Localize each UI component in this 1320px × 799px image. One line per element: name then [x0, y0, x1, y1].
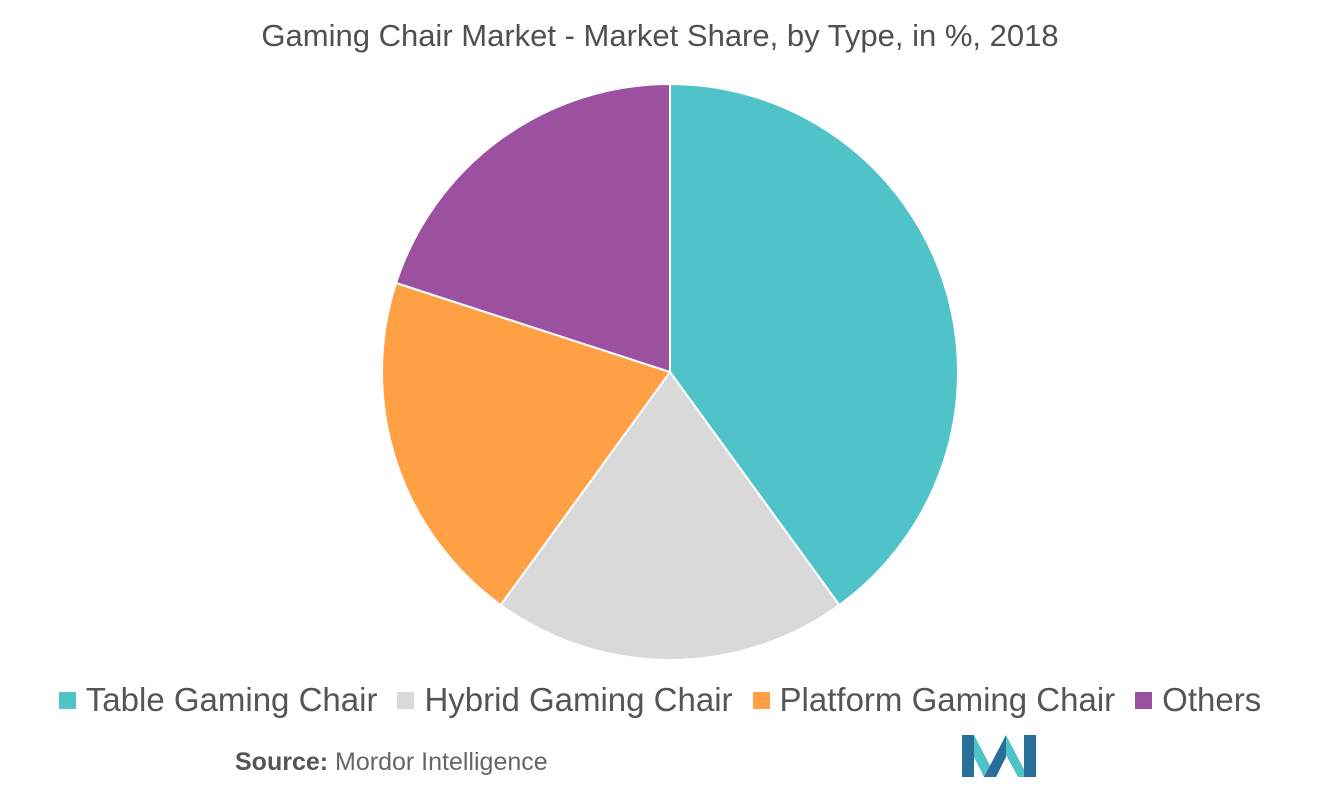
pie-slice-hybrid-gaming-chair: [499, 371, 841, 662]
source-note: Source: Mordor Intelligence: [235, 748, 548, 777]
legend-label: Table Gaming Chair: [85, 681, 378, 718]
pie-slice-others: [395, 83, 671, 373]
mordor-intelligence-logo-icon: [962, 735, 1036, 777]
legend-swatch: [752, 691, 770, 709]
source-text: Mordor Intelligence: [335, 748, 548, 776]
legend-item-table-gaming-chair: Table Gaming Chair: [58, 681, 378, 719]
legend-swatch: [1135, 691, 1153, 709]
legend-label: Others: [1162, 681, 1262, 718]
logo-shape-right-2: [1024, 735, 1036, 777]
chart-legend: Table Gaming Chair Hybrid Gaming Chair P…: [0, 681, 1320, 719]
pie-slice-table-gaming-chair: [669, 83, 959, 606]
legend-swatch: [58, 691, 76, 709]
logo-shape-mid-2: [984, 735, 1006, 777]
legend-item-platform-gaming-chair: Platform Gaming Chair: [752, 681, 1116, 719]
legend-item-others: Others: [1135, 681, 1261, 719]
logo-shape-right-1: [1006, 735, 1028, 777]
legend-item-hybrid-gaming-chair: Hybrid Gaming Chair: [397, 681, 733, 719]
chart-title: Gaming Chair Market - Market Share, by T…: [261, 18, 1059, 53]
source-label: Source:: [235, 748, 329, 776]
legend-label: Hybrid Gaming Chair: [424, 681, 733, 718]
legend-label: Platform Gaming Chair: [779, 681, 1116, 718]
logo-shape-left: [962, 735, 974, 777]
legend-swatch: [397, 691, 415, 709]
pie-slice-platform-gaming-chair: [381, 282, 671, 606]
